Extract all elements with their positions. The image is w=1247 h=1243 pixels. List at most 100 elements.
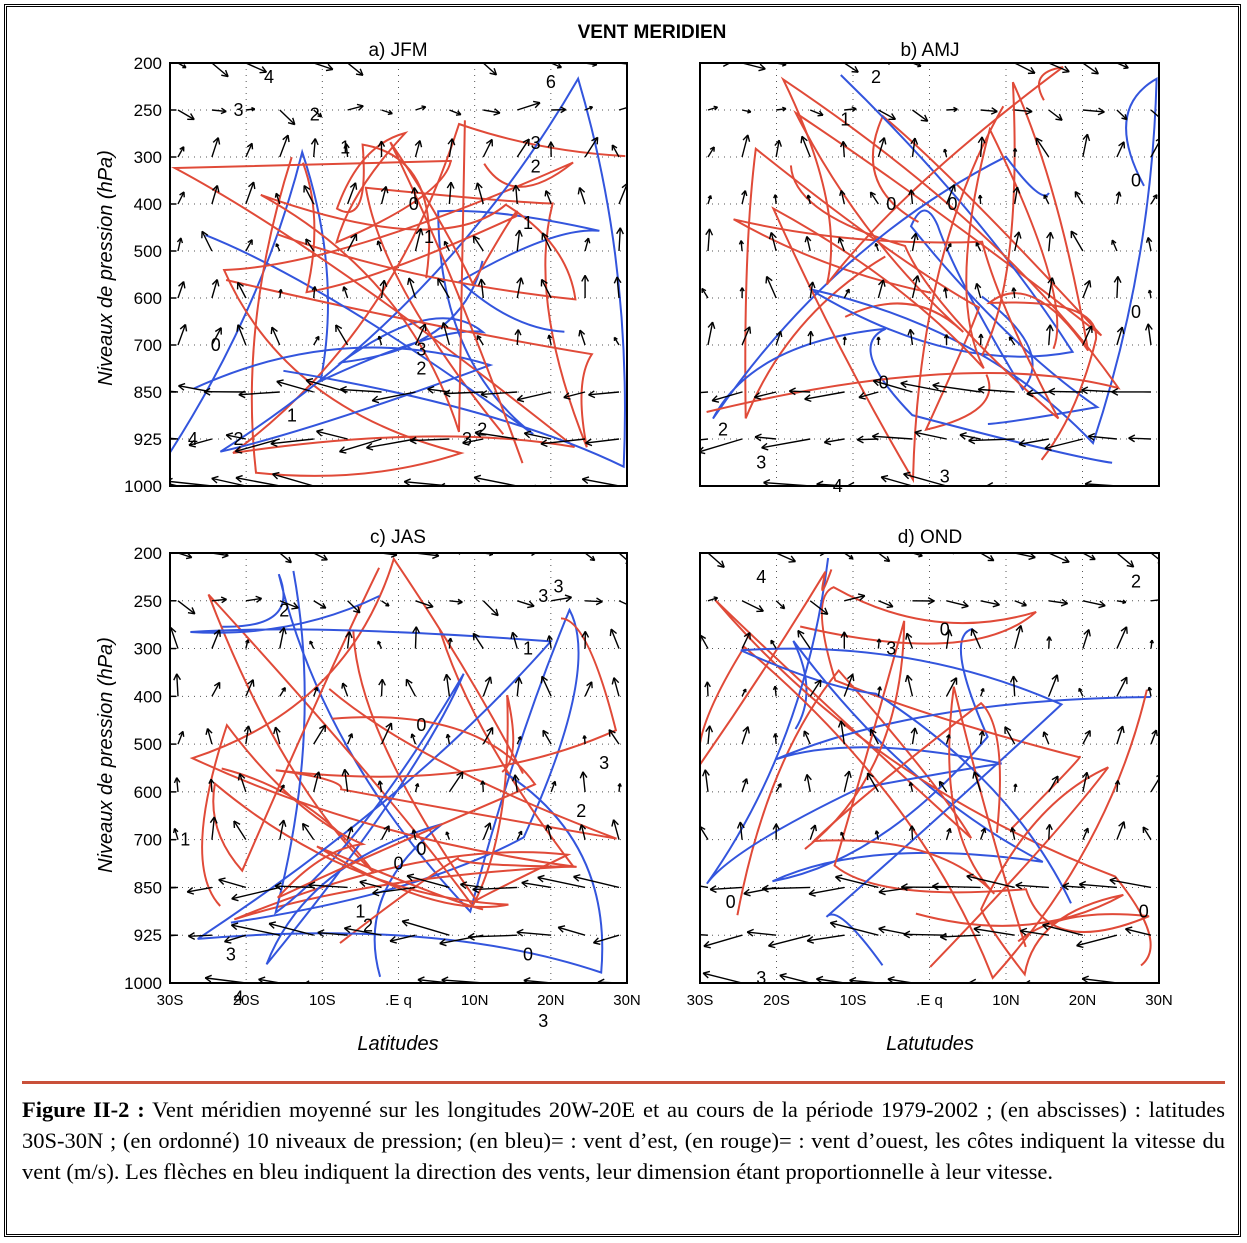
wind-arrow	[581, 274, 590, 299]
wind-arrow	[472, 235, 484, 252]
y-axis-label-top: Niveaux de pression (hPa)	[95, 150, 117, 386]
wind-arrow	[188, 932, 212, 940]
wind-arrow	[701, 287, 709, 299]
wind-arrow	[381, 600, 390, 607]
contour-label: 2	[363, 916, 373, 936]
panel-title: b) AMJ	[900, 40, 959, 61]
wind-arrow	[211, 184, 220, 205]
wind-arrow	[1081, 771, 1090, 793]
wind-arrow	[761, 438, 811, 451]
y-tick-label: 925	[134, 926, 162, 945]
wind-arrow	[412, 626, 421, 649]
wind-arrow	[1048, 109, 1063, 121]
wind-arrow	[711, 391, 743, 403]
wind-arrow	[443, 240, 451, 252]
contour-label: 4	[756, 567, 766, 587]
wind-arrow	[342, 485, 348, 486]
wind-arrow	[514, 229, 523, 252]
wind-arrow	[345, 631, 353, 649]
wind-arrow	[707, 596, 719, 602]
wind-arrow	[245, 106, 256, 112]
wind-arrow	[809, 109, 824, 117]
wind-arrow	[1074, 191, 1084, 205]
wind-arrow	[804, 773, 812, 793]
wind-arrow	[1125, 926, 1152, 936]
westerly-contour	[804, 620, 1150, 943]
contour-label: 4	[264, 67, 274, 87]
wind-arrow	[541, 232, 552, 252]
y-tick-label: 600	[134, 289, 162, 308]
wind-arrow	[741, 326, 752, 346]
wind-arrow	[980, 107, 998, 115]
wind-arrow	[446, 181, 455, 205]
wind-arrow	[709, 885, 743, 894]
wind-arrow	[313, 686, 319, 697]
wind-arrow	[806, 194, 812, 205]
wind-arrow	[304, 980, 348, 983]
wind-arrow	[557, 925, 586, 936]
wind-arrow	[401, 919, 450, 936]
contour-label: 2	[234, 429, 244, 449]
wind-arrow	[739, 287, 745, 299]
wind-arrow	[274, 882, 314, 891]
wind-arrow	[773, 194, 778, 205]
wind-arrow	[1014, 624, 1024, 649]
contour-label: 2	[718, 420, 728, 440]
wind-arrow	[313, 724, 327, 745]
wind-arrow	[234, 438, 280, 454]
wind-arrow	[236, 281, 247, 299]
wind-arrow	[1047, 277, 1056, 299]
wind-arrow	[775, 553, 797, 563]
wind-arrow	[313, 335, 320, 346]
wind-arrow	[768, 231, 777, 252]
wind-arrow	[279, 553, 292, 564]
wind-arrow	[1042, 922, 1084, 936]
wind-arrow	[977, 385, 1015, 394]
wind-arrow	[1081, 975, 1118, 983]
wind-arrow	[609, 628, 620, 649]
wind-arrow	[736, 821, 745, 840]
panel-frame	[169, 552, 628, 984]
wind-arrow	[584, 105, 594, 111]
wind-arrow	[204, 974, 246, 983]
wind-arrow	[273, 726, 281, 745]
wind-arrow	[914, 429, 947, 440]
wind-arrow	[737, 485, 743, 486]
wind-arrow	[341, 768, 350, 792]
wind-arrow	[1015, 881, 1049, 890]
wind-arrow	[389, 934, 416, 944]
wind-arrow	[443, 389, 484, 398]
wind-arrow	[979, 687, 985, 697]
contour-label: 0	[879, 373, 889, 393]
wind-arrow	[707, 553, 725, 568]
contour-label: 0	[211, 335, 221, 355]
wind-arrow	[371, 391, 416, 404]
easterly-contour	[712, 155, 1113, 464]
wind-arrow	[803, 730, 811, 745]
wind-arrow	[449, 598, 463, 605]
contour-label: 3	[531, 133, 541, 153]
westerly-contour	[212, 567, 509, 911]
wind-arrow	[445, 733, 451, 745]
wind-arrow	[1014, 63, 1036, 75]
westerly-contour	[733, 165, 1060, 420]
wind-arrow	[473, 474, 518, 486]
westerly-contour	[915, 766, 1124, 977]
wind-arrow	[904, 674, 914, 697]
wind-arrow	[912, 109, 929, 122]
wind-arrow	[775, 600, 786, 610]
wind-arrow	[540, 675, 552, 697]
wind-arrow	[741, 109, 752, 114]
wind-arrow	[1082, 63, 1099, 75]
wind-arrow	[980, 63, 983, 64]
wind-arrow	[910, 727, 918, 745]
wind-arrow	[808, 886, 845, 897]
wind-arrow	[1044, 438, 1084, 451]
wind-arrow	[774, 139, 782, 158]
wind-arrow	[808, 281, 816, 299]
wind-arrow	[462, 438, 484, 446]
wind-arrow	[959, 432, 981, 440]
wind-arrow	[279, 134, 290, 158]
wind-arrow	[245, 181, 256, 205]
